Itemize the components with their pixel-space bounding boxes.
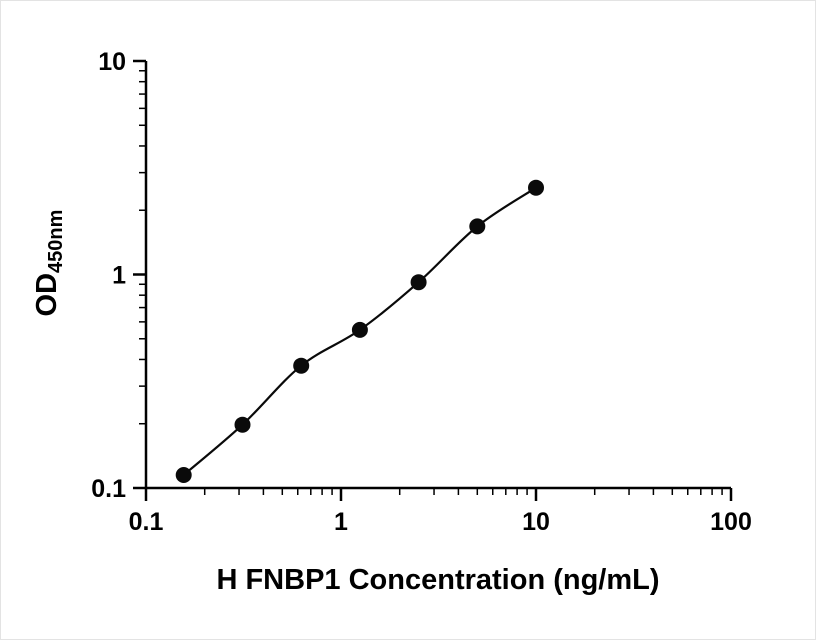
y-axis-title: OD450nm — [31, 210, 67, 317]
x-tick-label: 10 — [522, 508, 550, 536]
y-ticks — [133, 59, 146, 490]
data-point-marker — [528, 179, 544, 196]
x-tick-label: 1 — [334, 508, 348, 536]
y-tick-label: 1 — [112, 262, 126, 290]
x-tick-label: 0.1 — [129, 508, 164, 536]
x-axis-title: H FNBP1 Concentration (ng/mL) — [216, 564, 659, 596]
x-ticks — [144, 488, 733, 501]
data-point-marker — [234, 416, 251, 433]
y-tick-labels: 0.1 1 10 — [91, 48, 126, 503]
data-point-marker — [410, 274, 427, 291]
x-tick-labels: 0.1 1 10 100 — [129, 508, 752, 536]
data-point-marker — [293, 357, 310, 374]
x-tick-label: 100 — [710, 508, 752, 536]
data-point-marker — [175, 467, 192, 483]
axes — [144, 61, 731, 490]
y-tick-label: 0.1 — [91, 475, 126, 503]
data-points — [175, 179, 544, 483]
data-point-marker — [351, 321, 368, 338]
y-tick-label: 10 — [98, 48, 126, 76]
data-point-marker — [469, 218, 486, 235]
